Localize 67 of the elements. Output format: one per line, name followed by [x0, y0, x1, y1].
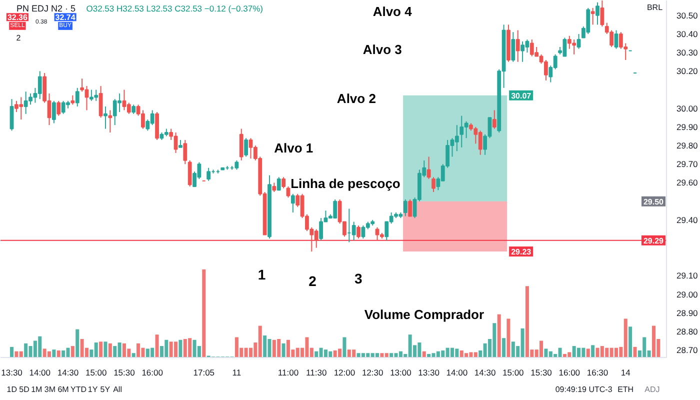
x-tick-label: 14:00	[29, 368, 51, 378]
y-tick-label: 30.00	[676, 103, 698, 114]
x-tick-label: 16:00	[558, 368, 580, 378]
y-tick-label: 28.90	[676, 308, 698, 318]
chart-title: PN EDJ N2 · 5	[16, 3, 76, 14]
ref-line-label: 29.29	[643, 236, 664, 246]
annotation: Linha de pescoço	[290, 176, 400, 191]
annotation: 3	[354, 270, 363, 286]
y-tick-label: 29.00	[676, 289, 698, 300]
y-tick-label: 29.80	[676, 140, 698, 151]
annotation: Alvo 1	[274, 140, 314, 156]
annotation: 1	[258, 266, 266, 282]
annotation: Alvo 2	[336, 90, 376, 106]
text: 1Y	[88, 385, 98, 394]
y-tick-label: 29.10	[676, 270, 698, 281]
annotation: Alvo 4	[372, 4, 413, 19]
y-tick-label: 29.70	[676, 159, 698, 170]
text: 3M	[44, 385, 56, 394]
x-tick-label: 13:30	[1, 368, 23, 378]
x-tick-label: 17:05	[193, 368, 215, 378]
y-tick-label: 29.90	[676, 122, 698, 132]
x-tick-label: 13:00	[390, 368, 412, 378]
x-tick-label: 11	[232, 368, 242, 378]
annotation: Alvo 3	[362, 42, 402, 57]
y-tick-label: 30.20	[676, 66, 698, 76]
y-tick-label: 28.70	[676, 345, 698, 356]
text: 5Y	[100, 385, 111, 394]
annotation: O32.53 H32.53 L32.53 C32.53 −0.12 (−0.37%)	[86, 3, 264, 14]
annotation: 32.74	[55, 13, 76, 22]
text: ETH	[618, 385, 634, 394]
x-tick-label: 16:30	[586, 368, 608, 378]
text: ADJ	[644, 385, 660, 394]
x-tick-label: 13:30	[418, 368, 440, 378]
y-tick-label: 30.40	[676, 28, 698, 39]
text: YTD	[70, 385, 87, 394]
y-tick-label: 30.50	[676, 10, 698, 20]
band-label: 29.23	[511, 248, 532, 257]
annotation: 2	[308, 273, 317, 290]
text: 6M	[58, 385, 70, 394]
x-tick-label: 15:30	[114, 368, 136, 378]
y-tick-label: 28.80	[676, 326, 698, 336]
x-tick-label: 14	[620, 368, 631, 378]
x-tick-label: 16:00	[142, 368, 164, 378]
text: 1D	[6, 385, 18, 394]
annotation: Volume Comprador	[364, 306, 484, 322]
annotation: BRL	[646, 2, 664, 12]
x-tick-label: 15:00	[85, 368, 108, 378]
x-tick-label: 14:00	[446, 368, 468, 378]
text: All	[113, 385, 122, 394]
y-tick-label: 30.30	[676, 48, 698, 58]
x-tick-label: 14:30	[474, 368, 496, 378]
x-tick-label: 15:30	[530, 368, 552, 378]
annotation: 32.36	[7, 13, 28, 22]
band-label: 30.07	[511, 91, 532, 100]
x-tick-label: 11:30	[306, 368, 327, 378]
x-tick-label: 12:00	[334, 368, 356, 378]
text: 1M	[31, 385, 43, 394]
y-tick-label: 29.60	[676, 178, 698, 188]
text: 09:49:19 UTC-3	[555, 385, 613, 394]
annotation: 29.50	[643, 197, 664, 206]
annotation: 2	[16, 34, 22, 43]
y-tick-label: 29.40	[676, 214, 698, 225]
text: 5D	[19, 385, 30, 394]
x-tick-label: 12:30	[362, 368, 384, 378]
x-tick-label: 11:00	[278, 368, 299, 378]
x-tick-label: 14:30	[57, 368, 79, 378]
x-tick-label: 15:00	[502, 368, 524, 378]
